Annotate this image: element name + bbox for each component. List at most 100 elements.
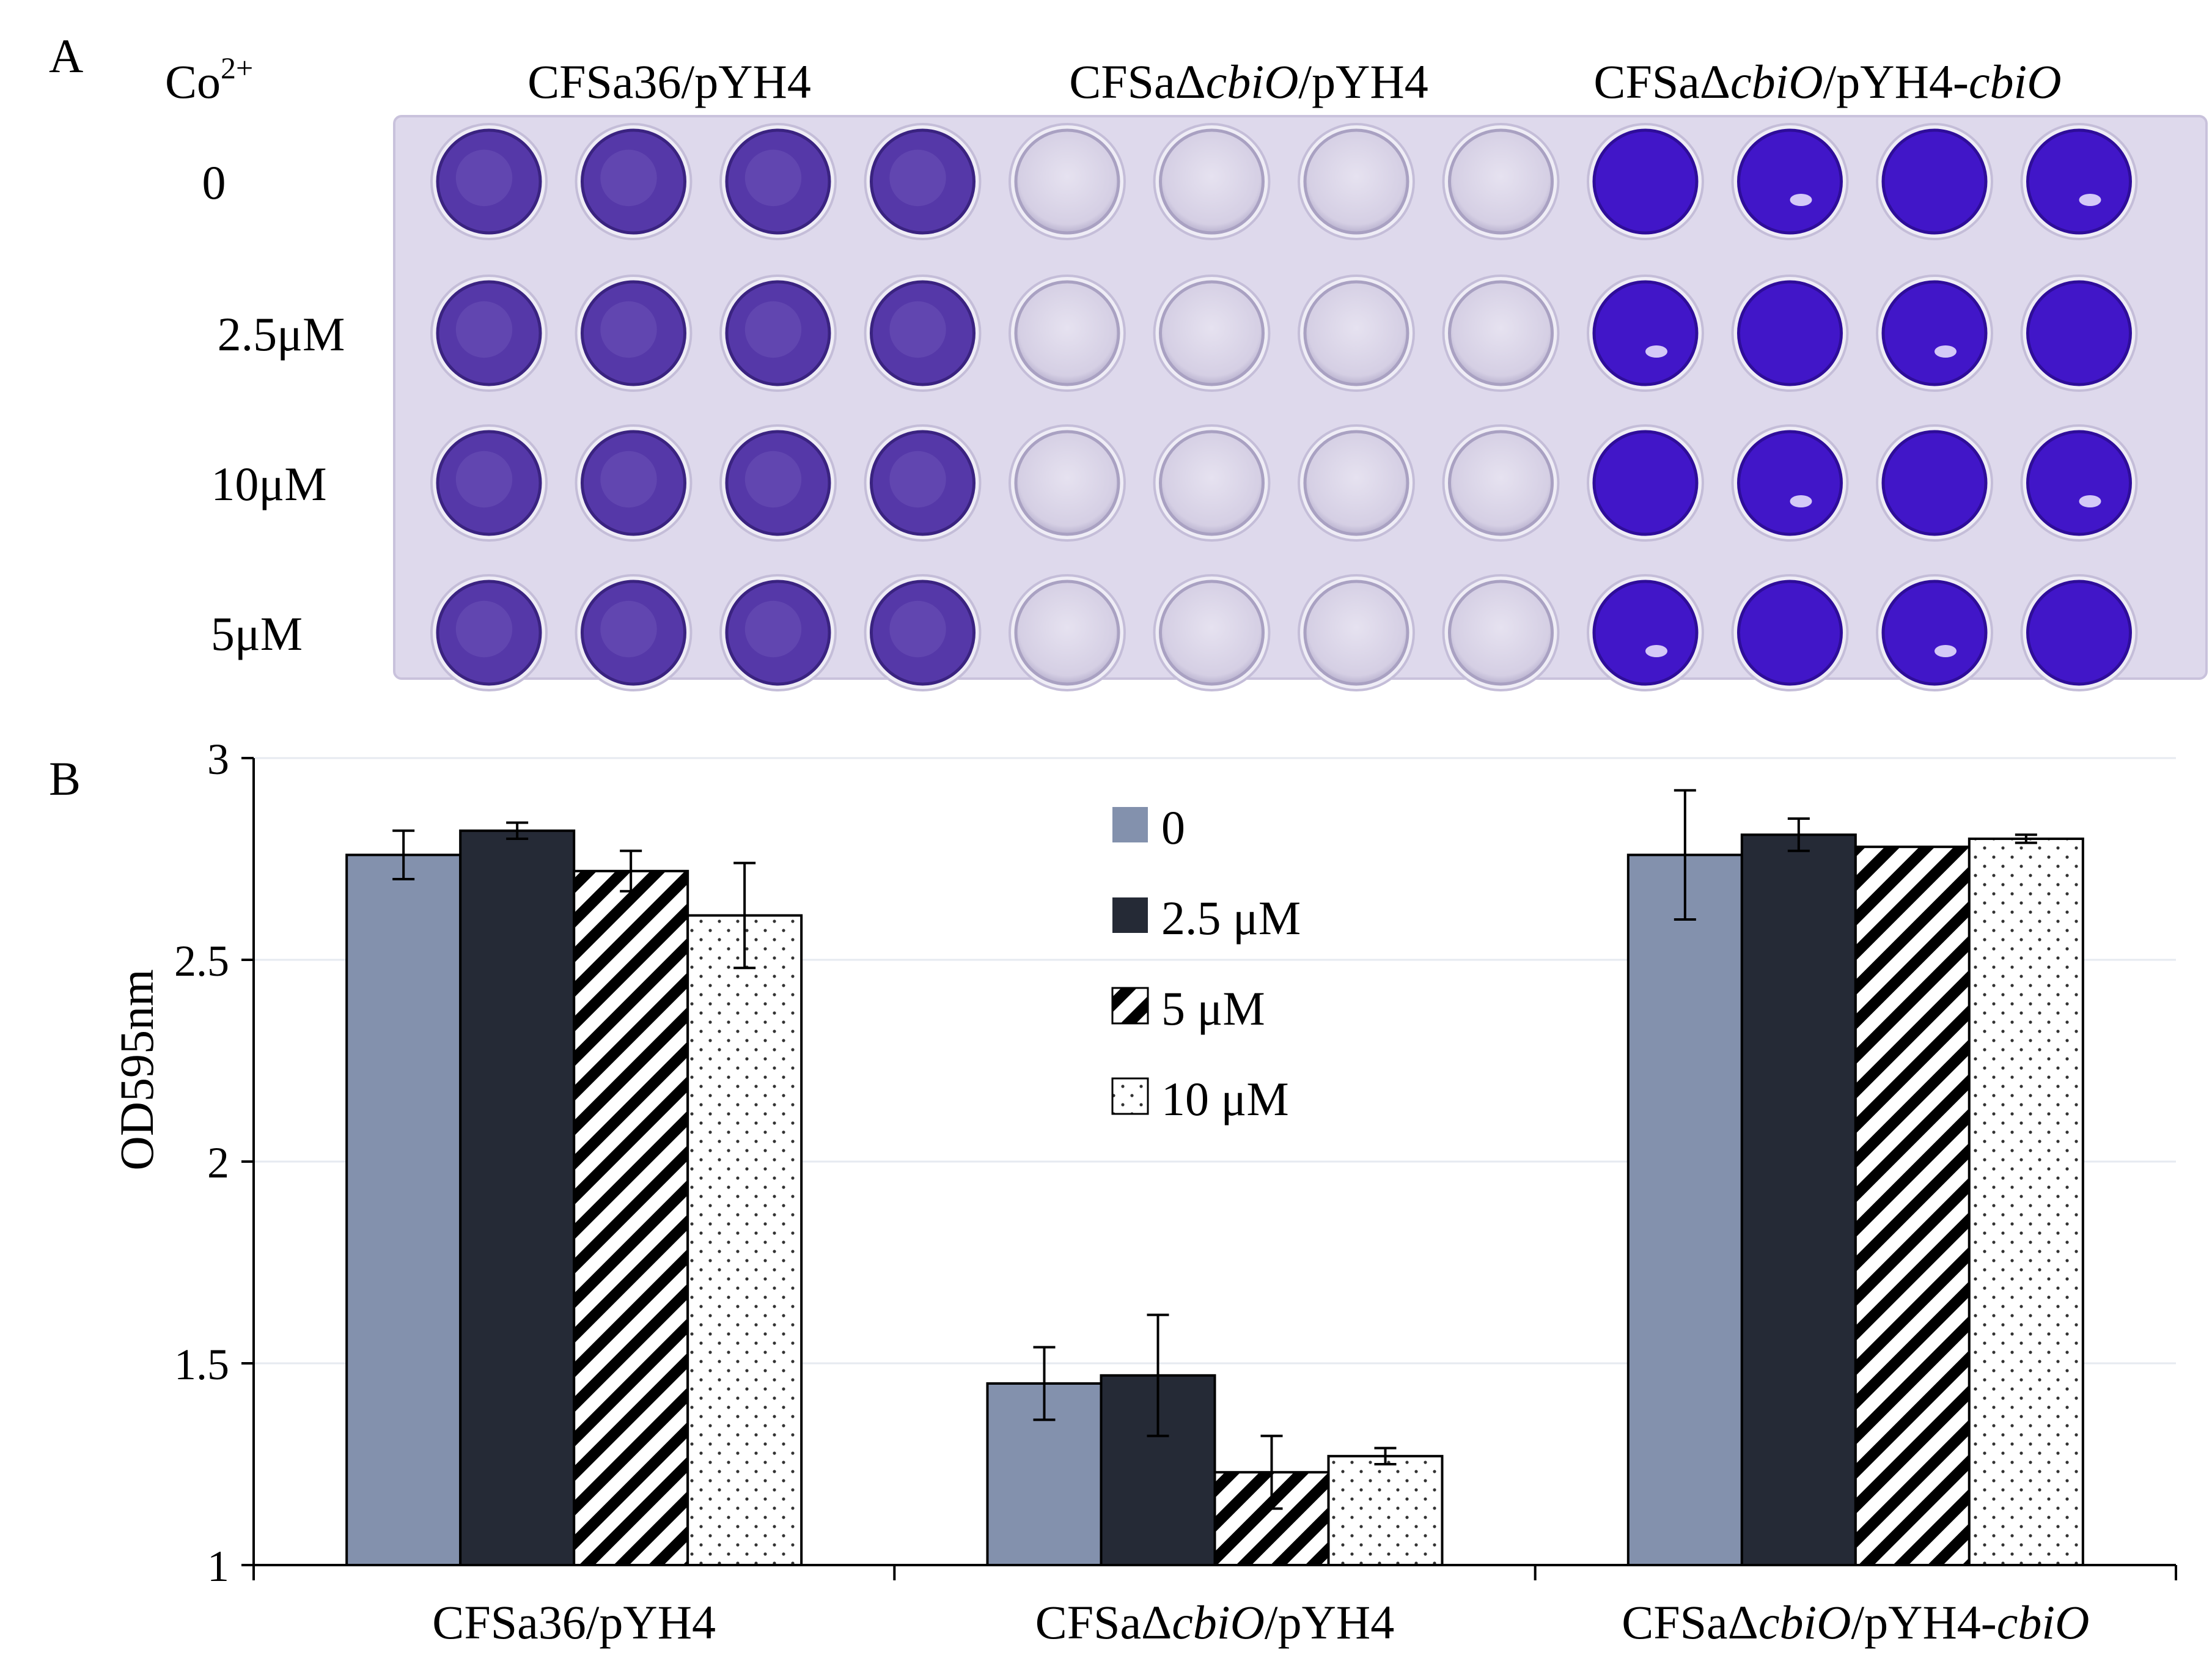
strain-group-label-2-part: cbiO [1206, 55, 1299, 108]
strain-group-label-2: CFSaΔcbiO/pYH4 [1069, 55, 1428, 108]
well-r2-c5 [1014, 280, 1120, 386]
x-category-label-3-part: CFSaΔ [1622, 1596, 1758, 1649]
x-category-label-2-part: /pYH4 [1265, 1596, 1394, 1649]
well-r3-c9 [1592, 430, 1699, 536]
well-stain-texture [455, 149, 513, 207]
well-stain-texture [889, 451, 946, 508]
well-r2-c10 [1737, 280, 1843, 386]
legend-swatch-4 [1111, 1077, 1149, 1115]
y-axis-label: OD595nm [110, 969, 163, 1170]
row-label-1: 0 [202, 156, 226, 209]
well-r3-c6 [1159, 430, 1265, 536]
well-r4-c12 [2026, 580, 2132, 686]
well-r2-c6 [1159, 280, 1265, 386]
well-r1-c12 [2026, 128, 2132, 235]
strain-group-label-3-part: cbiO [1730, 55, 1823, 108]
well-stain-texture [600, 600, 657, 658]
x-category-label-2-part: cbiO [1172, 1596, 1265, 1649]
well-stain-texture [455, 451, 513, 508]
strain-group-label-3-part: /pYH4- [1823, 55, 1969, 108]
bar-1-2 [459, 829, 576, 1566]
well-r4-c10 [1737, 580, 1843, 686]
strain-group-labels: CFSa36/pYH4 CFSaΔcbiO/pYH4 CFSaΔcbiO/pYH4-… [527, 55, 2061, 108]
well-r4-c6 [1159, 580, 1265, 686]
strain-group-label-1: CFSa36/pYH4 [527, 55, 811, 108]
x-category-label-3-part: /pYH4- [1851, 1596, 1996, 1649]
legend-label-4: 10 μM [1161, 1072, 1289, 1126]
strain-group-label-2-part: CFSaΔ [1069, 55, 1206, 108]
legend-label-1: 0 [1161, 801, 1185, 854]
well-highlight [2079, 495, 2101, 507]
well-r4-c11 [1881, 580, 1988, 686]
well-r4-c7 [1303, 580, 1409, 686]
x-category-label-3: CFSaΔcbiO/pYH4-cbiO [1622, 1596, 2089, 1649]
well-r2-c9 [1592, 280, 1699, 386]
legend-label-2: 2.5 μM [1161, 891, 1301, 945]
well-r2-c12 [2026, 280, 2132, 386]
well-stain-texture [455, 301, 513, 358]
well-stain-texture [744, 451, 802, 508]
well-stain-texture [744, 301, 802, 358]
bar-1-3 [573, 869, 689, 1566]
well-highlight [1645, 645, 1667, 657]
row-label-3: 10μM [211, 457, 326, 510]
well-stain-texture [600, 301, 657, 358]
strain-group-label-3-part: CFSaΔ [1593, 55, 1730, 108]
well-stain-texture [600, 451, 657, 508]
row-label-2: 2.5μM [218, 308, 345, 361]
well-r2-c7 [1303, 280, 1409, 386]
well-highlight [1790, 194, 1812, 206]
strain-group-label-3: CFSaΔcbiO/pYH4-cbiO [1593, 55, 2061, 108]
legend-swatch-2 [1112, 897, 1148, 933]
well-r4-c5 [1014, 580, 1120, 686]
well-r4-c8 [1448, 580, 1554, 686]
well-r1-c10 [1737, 128, 1843, 235]
well-r2-c8 [1448, 280, 1554, 386]
row-label-4: 5μM [211, 607, 303, 660]
well-stain-texture [889, 600, 946, 658]
well-highlight [1935, 345, 1957, 358]
well-highlight [1935, 645, 1957, 657]
well-r3-c8 [1448, 430, 1554, 536]
cobalt-charge-superscript: 2+ [221, 51, 253, 85]
panel-b-bar-chart: B 11.522.53 CFSa36/pYH4 CFSaΔcbiO/pYH4 CFS… [49, 735, 2177, 1649]
x-category-label-3-part: cbiO [1758, 1596, 1851, 1649]
panel-b-label: B [49, 752, 81, 805]
bar-3-3 [1854, 846, 1971, 1566]
bar-1-4 [686, 914, 803, 1566]
well-stain-texture [889, 149, 946, 207]
well-r3-c5 [1014, 430, 1120, 536]
bar-3-2 [1740, 833, 1857, 1566]
well-stain-texture [744, 600, 802, 658]
strain-group-label-1-part: CFSa36/pYH4 [527, 55, 811, 108]
chart-bars [345, 829, 2084, 1567]
legend-swatch-1 [1112, 807, 1148, 842]
panel-a-label: A [49, 29, 83, 83]
chart-legend: 0 2.5 μM 5 μM 10 μM [1111, 801, 1301, 1126]
x-category-label-2-part: CFSaΔ [1035, 1596, 1172, 1649]
y-tick-label: 1.5 [174, 1340, 229, 1389]
bar-3-4 [1968, 838, 2084, 1566]
legend-swatch-3 [1111, 987, 1149, 1025]
well-highlight [1645, 345, 1667, 358]
well-r3-c11 [1881, 430, 1988, 536]
cobalt-column-header: Co2+ [165, 51, 253, 108]
well-r2-c11 [1881, 280, 1988, 386]
well-r1-c6 [1159, 128, 1265, 235]
chart-error-bars [392, 789, 2037, 1510]
x-category-label-3-part: cbiO [1997, 1596, 2090, 1649]
well-highlight [1790, 495, 1812, 507]
x-category-label-1: CFSa36/pYH4 [432, 1596, 716, 1649]
microtiter-plate [393, 115, 2208, 691]
y-tick-label: 2 [207, 1138, 229, 1187]
well-r1-c9 [1592, 128, 1699, 235]
well-r1-c11 [1881, 128, 1988, 235]
bar-2-4 [1327, 1454, 1444, 1567]
well-r1-c8 [1448, 128, 1554, 235]
bar-3-1 [1626, 853, 1743, 1566]
bar-1-1 [345, 853, 462, 1566]
strain-group-label-2-part: /pYH4 [1298, 55, 1428, 108]
y-axis-ticks: 1 1.5 2 2.5 3 [174, 735, 254, 1591]
cobalt-symbol: Co [165, 55, 221, 108]
